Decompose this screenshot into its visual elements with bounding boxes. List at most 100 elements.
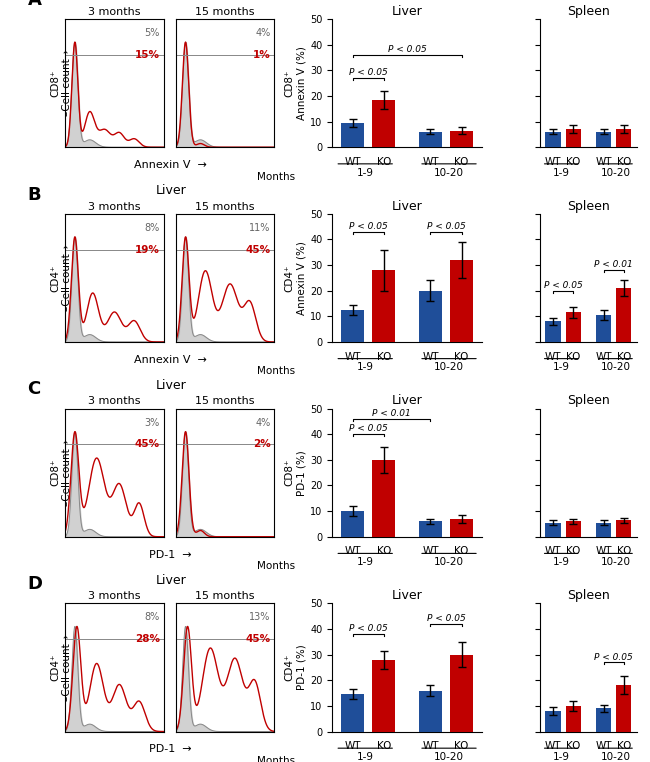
Bar xyxy=(372,660,395,732)
Title: Liver: Liver xyxy=(392,5,422,18)
Text: P < 0.05: P < 0.05 xyxy=(594,652,633,661)
Title: 3 months: 3 months xyxy=(88,396,140,406)
Text: 45%: 45% xyxy=(246,634,270,644)
Text: 10-20: 10-20 xyxy=(434,557,464,567)
Bar xyxy=(450,260,473,342)
Y-axis label: CD4⁺
Annexin V (%): CD4⁺ Annexin V (%) xyxy=(285,241,306,315)
Bar xyxy=(341,310,364,342)
Bar xyxy=(596,709,611,732)
Title: Liver: Liver xyxy=(392,200,422,213)
Text: 1-9: 1-9 xyxy=(357,557,374,567)
Text: Months: Months xyxy=(257,171,296,181)
Text: 1-9: 1-9 xyxy=(357,168,374,178)
Text: P < 0.05: P < 0.05 xyxy=(349,222,387,231)
Title: Spleen: Spleen xyxy=(567,5,610,18)
Bar xyxy=(566,706,580,732)
Text: 8%: 8% xyxy=(144,613,160,623)
Text: Months: Months xyxy=(257,756,296,762)
Bar xyxy=(419,521,442,536)
Text: Annexin V  →: Annexin V → xyxy=(135,355,207,365)
Text: P < 0.01: P < 0.01 xyxy=(594,261,633,270)
Bar xyxy=(545,132,560,147)
Title: 15 months: 15 months xyxy=(196,202,255,212)
Text: 1-9: 1-9 xyxy=(552,557,569,567)
Text: PD-1  →: PD-1 → xyxy=(150,744,192,754)
Text: P < 0.05: P < 0.05 xyxy=(388,45,426,54)
Bar xyxy=(545,711,560,732)
Bar xyxy=(616,685,631,732)
Y-axis label: CD8⁺
–Cell count→: CD8⁺ –Cell count→ xyxy=(50,440,72,506)
Text: Annexin V  →: Annexin V → xyxy=(135,160,207,170)
Text: Liver: Liver xyxy=(155,379,186,392)
Text: 1-9: 1-9 xyxy=(357,363,374,373)
Bar xyxy=(566,312,580,342)
Text: 4%: 4% xyxy=(255,418,270,427)
Bar xyxy=(341,511,364,536)
Text: P < 0.05: P < 0.05 xyxy=(349,424,387,434)
Bar xyxy=(341,694,364,732)
Text: 5%: 5% xyxy=(144,28,160,38)
Text: 10-20: 10-20 xyxy=(601,752,630,762)
Bar xyxy=(596,315,611,342)
Text: 1-9: 1-9 xyxy=(357,752,374,762)
Bar xyxy=(450,130,473,147)
Text: 45%: 45% xyxy=(246,245,270,255)
Title: 15 months: 15 months xyxy=(196,7,255,17)
Text: A: A xyxy=(27,0,42,9)
Y-axis label: CD8⁺
PD-1 (%): CD8⁺ PD-1 (%) xyxy=(285,450,306,495)
Bar xyxy=(545,322,560,342)
Text: 15%: 15% xyxy=(135,50,160,59)
Bar xyxy=(616,288,631,342)
Bar xyxy=(372,100,395,147)
Title: 15 months: 15 months xyxy=(196,591,255,601)
Text: 2%: 2% xyxy=(253,440,270,450)
Title: Spleen: Spleen xyxy=(567,200,610,213)
Text: P < 0.05: P < 0.05 xyxy=(349,69,387,77)
Bar xyxy=(616,130,631,147)
Text: 11%: 11% xyxy=(249,223,270,233)
Title: 3 months: 3 months xyxy=(88,202,140,212)
Text: B: B xyxy=(27,186,41,203)
Bar xyxy=(596,523,611,536)
Bar xyxy=(616,520,631,536)
Title: 3 months: 3 months xyxy=(88,7,140,17)
Text: Liver: Liver xyxy=(155,184,186,197)
Text: 3%: 3% xyxy=(144,418,160,427)
Bar xyxy=(341,123,364,147)
Text: D: D xyxy=(27,575,42,593)
Text: 10-20: 10-20 xyxy=(434,752,464,762)
Bar xyxy=(596,132,611,147)
Y-axis label: CD8⁺
Annexin V (%): CD8⁺ Annexin V (%) xyxy=(285,46,306,120)
Text: C: C xyxy=(27,380,41,399)
Text: P < 0.05: P < 0.05 xyxy=(349,624,387,633)
Title: Spleen: Spleen xyxy=(567,589,610,602)
Bar xyxy=(450,655,473,732)
Y-axis label: CD4⁺
–Cell count→: CD4⁺ –Cell count→ xyxy=(50,245,72,311)
Y-axis label: CD4⁺
–Cell count→: CD4⁺ –Cell count→ xyxy=(50,634,72,701)
Text: 10-20: 10-20 xyxy=(434,168,464,178)
Text: 1-9: 1-9 xyxy=(552,752,569,762)
Bar xyxy=(372,271,395,342)
Text: 28%: 28% xyxy=(135,634,160,644)
Text: 45%: 45% xyxy=(135,440,160,450)
Text: Liver: Liver xyxy=(155,0,186,2)
Bar xyxy=(566,130,580,147)
Title: Spleen: Spleen xyxy=(567,395,610,408)
Text: 4%: 4% xyxy=(255,28,270,38)
Y-axis label: CD4⁺
PD-1 (%): CD4⁺ PD-1 (%) xyxy=(285,645,306,690)
Bar xyxy=(566,521,580,536)
Title: 15 months: 15 months xyxy=(196,396,255,406)
Text: 10-20: 10-20 xyxy=(601,363,630,373)
Text: P < 0.05: P < 0.05 xyxy=(543,281,582,290)
Text: 10-20: 10-20 xyxy=(601,557,630,567)
Text: Liver: Liver xyxy=(155,574,186,587)
Text: Months: Months xyxy=(257,367,296,376)
Text: 19%: 19% xyxy=(135,245,160,255)
Text: 1%: 1% xyxy=(253,50,270,59)
Title: 3 months: 3 months xyxy=(88,591,140,601)
Title: Liver: Liver xyxy=(392,395,422,408)
Text: P < 0.05: P < 0.05 xyxy=(426,222,465,231)
Text: Months: Months xyxy=(257,561,296,571)
Bar xyxy=(450,519,473,536)
Title: Liver: Liver xyxy=(392,589,422,602)
